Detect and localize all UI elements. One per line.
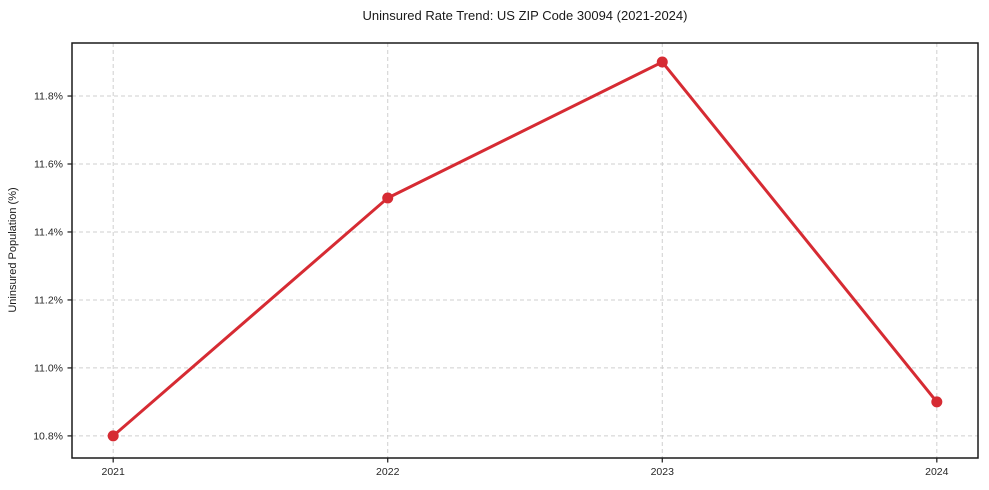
chart-title: Uninsured Rate Trend: US ZIP Code 30094 … [362, 8, 688, 23]
plot-frame [71, 42, 979, 459]
x-tick-label: 2021 [102, 466, 126, 478]
x-tick-label: 2024 [925, 466, 949, 478]
data-point [656, 56, 668, 68]
data-point [931, 396, 943, 408]
data-line [111, 60, 939, 438]
y-tick-label: 11.2% [34, 294, 63, 306]
data-point [107, 430, 119, 442]
x-tick-label: 2023 [651, 466, 675, 478]
x-tick-label: 2022 [376, 466, 400, 478]
y-tick-label: 10.8% [33, 430, 63, 442]
y-tick-label: 11.6% [34, 158, 63, 170]
data-point [382, 192, 394, 204]
y-tick-label: 11.8% [34, 91, 63, 103]
y-tick-label: 11.4% [34, 226, 63, 238]
y-tick-label: 11.0% [34, 362, 63, 374]
